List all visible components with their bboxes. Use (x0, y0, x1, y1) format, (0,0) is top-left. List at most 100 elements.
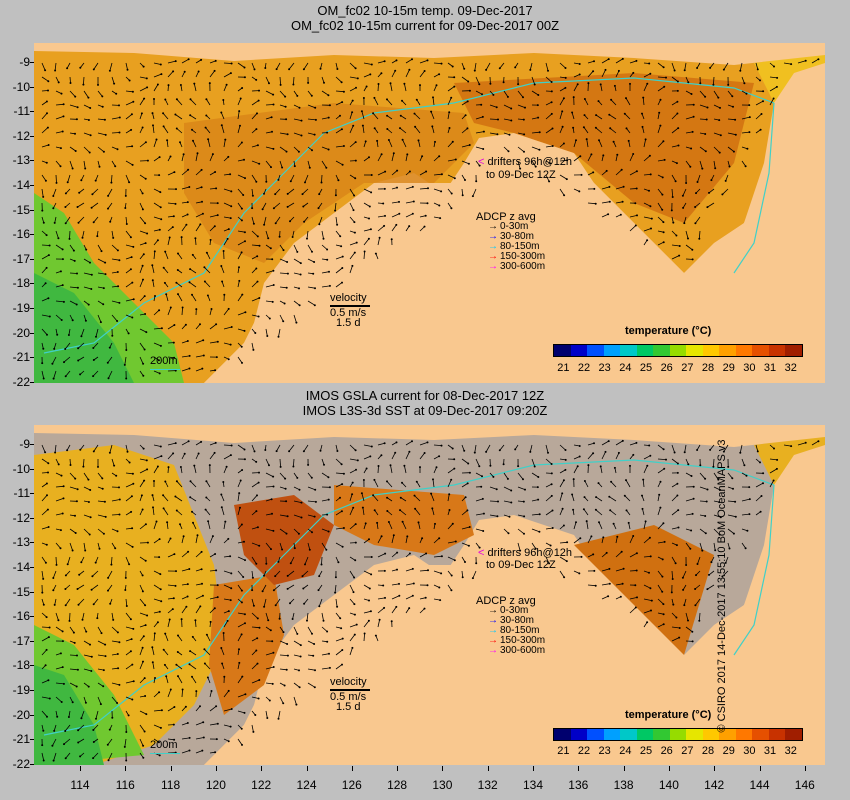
current-vector-head (188, 736, 191, 739)
current-vector-head (151, 661, 154, 664)
current-vector (265, 682, 273, 685)
current-vector (237, 174, 246, 179)
current-vector-head (187, 168, 190, 171)
current-vector (461, 444, 465, 451)
current-vector-head (746, 147, 749, 150)
current-vector (431, 508, 435, 516)
current-vector-head (413, 494, 416, 497)
current-vector-head (671, 196, 674, 198)
current-vector (293, 528, 300, 534)
current-vector (97, 244, 102, 252)
current-vector-head (432, 96, 434, 99)
current-vector-head (524, 106, 526, 109)
current-vector (335, 472, 344, 475)
current-vector (262, 584, 267, 592)
current-vector-head (243, 613, 246, 616)
current-vector (251, 297, 260, 302)
current-vector-head (175, 188, 177, 191)
current-vector-head (46, 126, 49, 129)
current-vector-head (536, 486, 539, 489)
current-vector-head (258, 471, 260, 474)
lat-tick-label: -21 (12, 350, 30, 365)
current-vector (349, 507, 354, 516)
current-vector (433, 216, 441, 219)
current-vector-head (116, 653, 119, 655)
adcp-legend-label: 300-600m (500, 261, 546, 272)
current-vector-head (298, 106, 301, 109)
current-vector (609, 496, 617, 502)
lon-tick-mark (623, 766, 625, 771)
current-vector (78, 216, 85, 223)
current-vector-head (275, 450, 278, 453)
current-vector (361, 493, 365, 502)
current-vector (237, 738, 243, 746)
current-vector (388, 521, 393, 530)
current-vector (671, 244, 680, 247)
current-vector-head (174, 495, 177, 498)
current-vector (251, 696, 259, 699)
current-vector-head (268, 317, 271, 320)
current-vector-head (60, 701, 63, 703)
current-vector (405, 595, 413, 600)
current-vector (517, 486, 526, 490)
current-vector-head (152, 124, 154, 127)
current-vector (447, 202, 452, 209)
bottom-current-vectors (41, 439, 820, 762)
current-vector-head (145, 77, 148, 80)
current-vector (153, 709, 162, 712)
current-vector (657, 241, 664, 246)
current-vector (419, 187, 429, 190)
current-vector (545, 527, 553, 530)
current-vector (287, 202, 295, 208)
current-vector (237, 311, 246, 316)
current-vector (195, 201, 203, 204)
current-vector-head (187, 550, 190, 553)
current-vector (152, 113, 155, 120)
adcp-arrow-icon: → (488, 625, 498, 636)
colorbar-tick-label: 29 (722, 745, 735, 757)
current-vector-head (142, 362, 145, 365)
current-vector-head (243, 711, 246, 714)
current-vector-head (760, 113, 763, 115)
current-vector (447, 86, 455, 92)
current-vector-head (390, 620, 393, 623)
current-vector-head (89, 134, 92, 137)
current-vector-head (537, 94, 540, 96)
current-vector-head (593, 569, 596, 572)
current-vector-head (144, 177, 147, 180)
current-vector (461, 483, 468, 488)
current-vector (223, 72, 232, 78)
current-vector (139, 556, 146, 562)
current-vector-head (172, 341, 175, 344)
current-vector-head (116, 249, 119, 252)
current-vector-head (365, 467, 368, 470)
current-vector (741, 458, 745, 466)
current-vector-head (377, 465, 380, 467)
current-vector-head (286, 574, 289, 577)
current-vector (55, 612, 59, 621)
current-vector (153, 621, 159, 628)
current-vector (195, 355, 204, 358)
current-vector-head (146, 159, 149, 162)
current-vector-head (550, 463, 553, 465)
current-vector-head (270, 548, 272, 551)
current-vector-head (533, 465, 536, 468)
current-vector-head (608, 200, 611, 203)
current-vector-head (341, 163, 344, 166)
current-vector (293, 458, 295, 467)
current-vector-head (52, 195, 55, 197)
current-vector-head (42, 729, 45, 732)
current-vector-head (529, 68, 532, 71)
current-vector-head (141, 126, 144, 129)
current-vector-head (301, 575, 304, 578)
current-vector (625, 479, 631, 488)
current-vector-head (166, 139, 169, 142)
current-vector (376, 522, 379, 530)
current-vector (176, 510, 183, 516)
current-vector (95, 556, 99, 563)
current-vector (430, 493, 435, 502)
current-vector (318, 216, 323, 225)
current-vector-head (478, 164, 481, 167)
current-vector (190, 99, 197, 106)
current-vector-head (373, 96, 376, 99)
